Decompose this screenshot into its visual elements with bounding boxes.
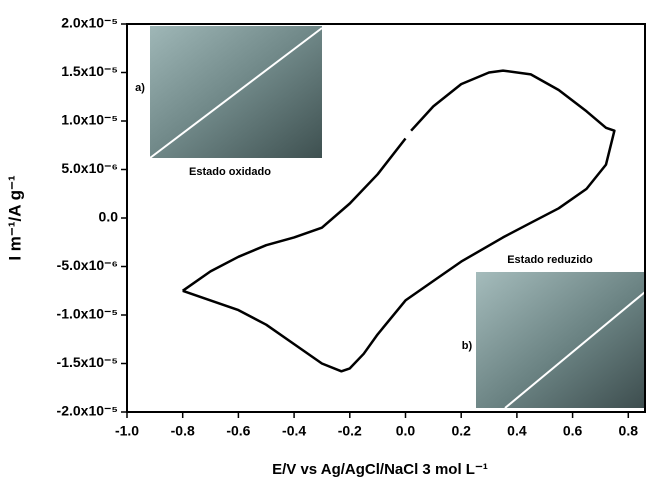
y-axis-label: I m⁻¹/A g⁻¹ — [5, 175, 24, 261]
x-tick-label: 0.8 — [619, 423, 639, 439]
y-tick-label: 0.0 — [99, 209, 119, 225]
y-tick-label: 2.0x10⁻⁵ — [61, 15, 118, 31]
y-tick-label: -1.0x10⁻⁵ — [57, 306, 118, 322]
x-axis-label: E/V vs Ag/AgCl/NaCl 3 mol L⁻¹ — [272, 461, 488, 478]
y-tick-label: -2.0x10⁻⁵ — [57, 403, 118, 419]
x-tick-label: -0.2 — [338, 423, 362, 439]
y-tick-label: 1.5x10⁻⁵ — [61, 63, 118, 79]
divider — [149, 27, 323, 159]
annotation: Estado oxidado — [189, 166, 271, 178]
inset-b — [476, 272, 646, 409]
annotation: Estado reduzido — [507, 254, 593, 266]
y-tick-label: 5.0x10⁻⁶ — [61, 160, 118, 176]
x-tick-label: 0.4 — [507, 423, 527, 439]
inset-a — [149, 26, 323, 159]
x-tick-label: -0.6 — [226, 423, 250, 439]
x-tick-label: -1.0 — [115, 423, 139, 439]
x-tick-label: 0.0 — [396, 423, 416, 439]
x-tick-label: -0.8 — [171, 423, 195, 439]
x-tick-label: 0.6 — [563, 423, 583, 439]
cv-curve — [181, 69, 616, 373]
annotation: b) — [462, 340, 473, 352]
y-tick-label: -5.0x10⁻⁶ — [57, 257, 118, 273]
x-tick-label: 0.2 — [451, 423, 471, 439]
x-tick-label: -0.4 — [282, 423, 306, 439]
annotation: a) — [135, 82, 145, 94]
divider — [504, 291, 646, 409]
y-tick-label: -1.5x10⁻⁵ — [57, 354, 118, 370]
inset-image — [476, 272, 645, 408]
y-tick-label: 1.0x10⁻⁵ — [61, 112, 118, 128]
